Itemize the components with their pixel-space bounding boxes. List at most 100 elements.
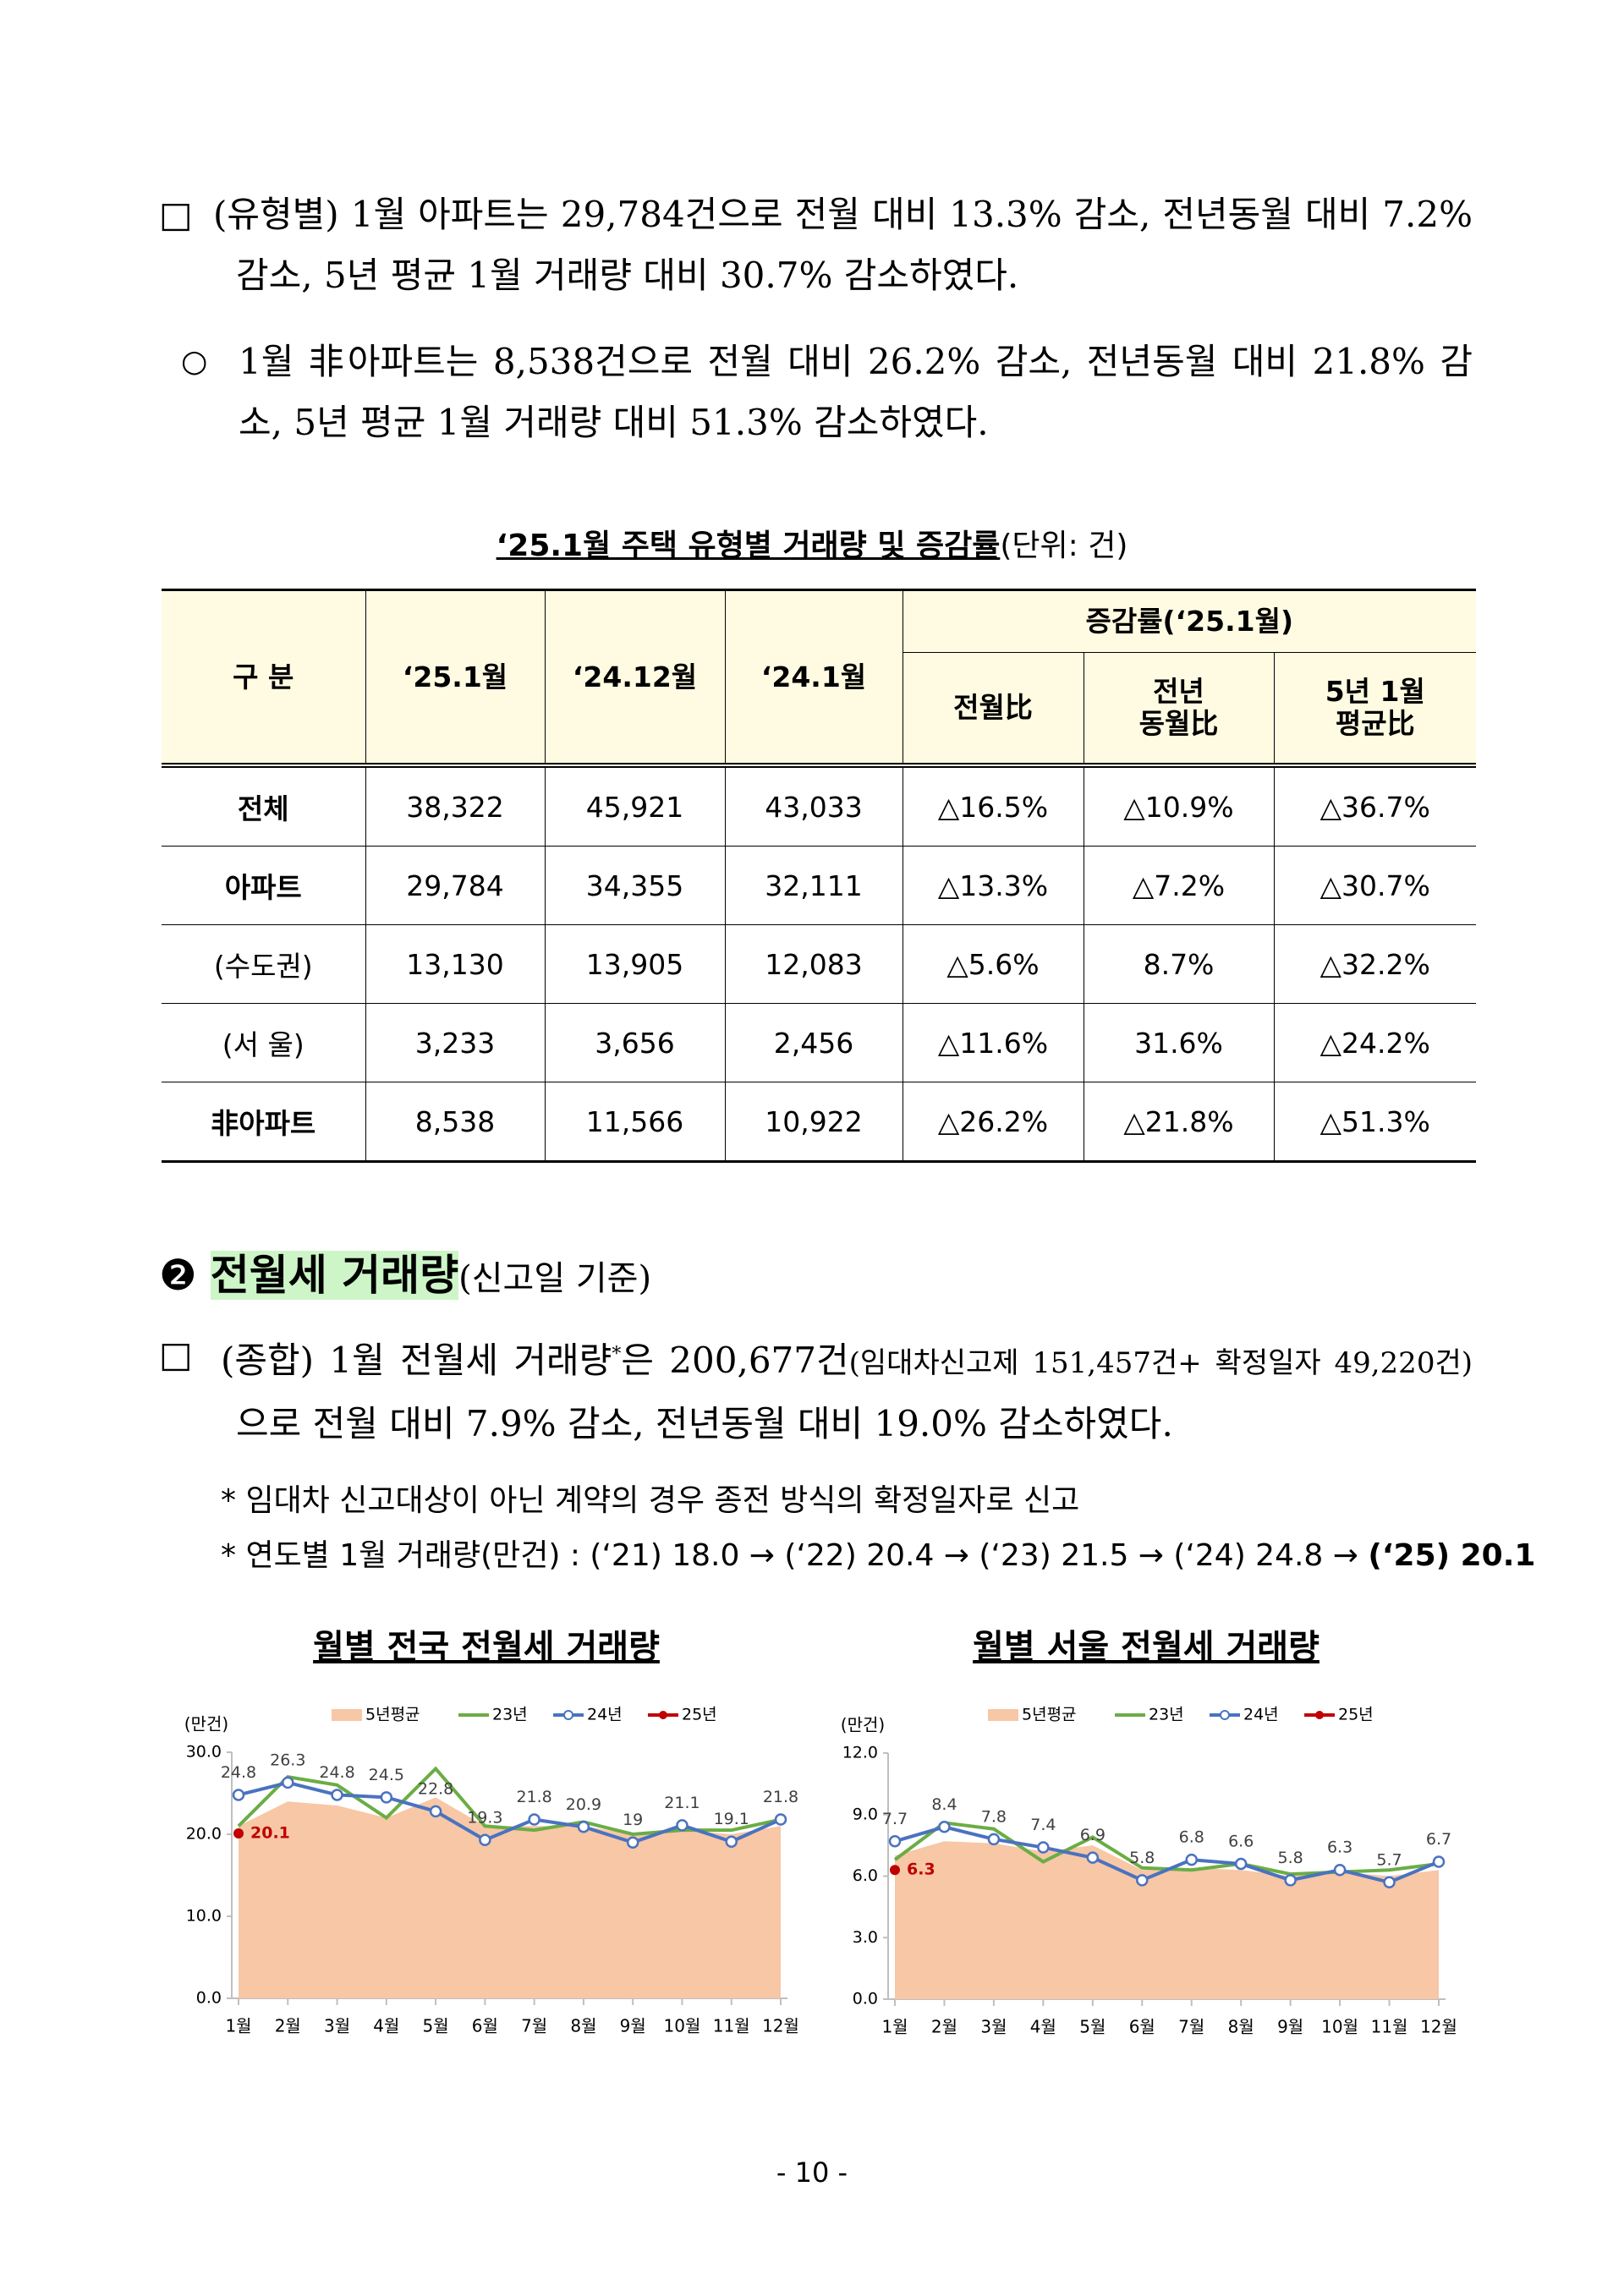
text: (종합) 1월 전월세 거래량 — [221, 1340, 612, 1381]
x-tick-label: 2월 — [275, 2016, 301, 2036]
marker — [479, 1833, 491, 1847]
table-row: 非아파트 8,538 11,566 10,922 △26.2% △21.8% △51.3% — [162, 1082, 1477, 1162]
x-tick-label: 12월 — [762, 2016, 799, 2036]
legend-label: 24년 — [1243, 1706, 1279, 1724]
header-cell: ‘24.12월 — [544, 589, 726, 768]
data-label: 5.7 — [1376, 1850, 1402, 1869]
data-label: 7.4 — [1030, 1816, 1056, 1834]
data-label: 5.8 — [1278, 1849, 1303, 1867]
legend-swatch — [659, 1711, 667, 1719]
marker — [676, 1819, 689, 1832]
header-cell: 5년 1월 평균比 — [1273, 652, 1477, 768]
paragraph: 1월 非아파트는 8,538건으로 전월 대비 26.2% 감소, 전년동월 대… — [239, 341, 1473, 443]
marker — [938, 1821, 951, 1833]
data-label: 6.9 — [1080, 1826, 1106, 1844]
y-tick-label: 10.0 — [186, 1907, 222, 1926]
table-cell: 13,130 — [365, 924, 546, 1004]
header-row: 전월比 전년 동월比 5년 1월 평균比 — [162, 652, 1477, 768]
x-tick-label: 4월 — [1030, 2017, 1056, 2037]
footnote-mark: * — [612, 1344, 622, 1365]
marker — [1333, 1863, 1347, 1877]
legend-swatch — [988, 1709, 1018, 1721]
point — [233, 1828, 244, 1839]
axis-unit: (만건) — [841, 1715, 885, 1735]
y-tick-label: 0.0 — [196, 1989, 222, 2008]
table-cell: 2,456 — [724, 1003, 903, 1082]
marker — [1086, 1851, 1100, 1864]
paragraph: (종합) 1월 전월세 거래량*은 200,677건(임대차신고제 151,45… — [221, 1324, 1473, 1455]
text: * 연도별 1월 거래량(만건) : (‘21) 18.0 → (‘22) 20… — [221, 1538, 1358, 1573]
table-cell: △10.9% — [1083, 764, 1275, 847]
table-row: 전체 38,322 45,921 43,033 △16.5% △10.9% △36.7% — [162, 764, 1477, 847]
table-cell: (수도권) — [162, 924, 366, 1004]
data-label: 19.3 — [467, 1808, 502, 1827]
x-tick-label: 5월 — [423, 2016, 449, 2036]
marker — [987, 1833, 1001, 1846]
table-cell: 13,905 — [544, 924, 726, 1004]
data-label: 24.8 — [319, 1763, 354, 1782]
data-label: 8.4 — [931, 1795, 957, 1814]
header-cell: 전년 동월比 — [1083, 652, 1275, 768]
x-tick-label: 6월 — [472, 2016, 498, 2036]
marker — [577, 1821, 590, 1833]
point — [890, 1865, 900, 1876]
y-tick-label: 0.0 — [853, 1990, 878, 2008]
x-tick-label: 7월 — [1178, 2017, 1204, 2037]
legend-label: 24년 — [587, 1706, 623, 1724]
table-cell: △11.6% — [902, 1003, 1084, 1082]
table-cell: 29,784 — [365, 846, 546, 925]
data-label: 26.3 — [270, 1751, 305, 1769]
x-tick-label: 1월 — [881, 2017, 908, 2037]
marker — [1037, 1841, 1050, 1854]
y-tick-label: 20.0 — [186, 1825, 222, 1844]
table-cell: 아파트 — [162, 846, 366, 925]
marker — [1284, 1874, 1297, 1887]
table-cell: 31.6% — [1083, 1003, 1275, 1082]
chart-title: 월별 전국 전월세 거래량 — [313, 1628, 660, 1667]
x-tick-label: 2월 — [931, 2017, 957, 2037]
table-cell: △5.6% — [902, 924, 1084, 1004]
table-cell: △13.3% — [902, 846, 1084, 925]
table-cell: 11,566 — [544, 1082, 726, 1162]
marker — [1432, 1855, 1446, 1868]
header-row: 구 분 ‘25.1월 ‘24.12월 ‘24.1월 증감률(‘25.1월) — [162, 589, 1477, 768]
section-title: 전월세 거래량 — [210, 1251, 459, 1300]
table-row: (수도권) 13,130 13,905 12,083 △5.6% 8.7% △32.2% — [162, 924, 1477, 1004]
legend-label: 5년평균 — [1022, 1706, 1077, 1724]
data-label: 21.8 — [763, 1788, 798, 1806]
legend-label: 25년 — [682, 1706, 717, 1724]
table-row: (서 울) 3,233 3,656 2,456 △11.6% 31.6% △24.2% — [162, 1003, 1477, 1082]
legend-swatch — [1220, 1710, 1230, 1720]
section-note: (신고일 기준) — [458, 1259, 652, 1298]
table-cell: 8.7% — [1083, 924, 1275, 1004]
table-cell: 38,322 — [365, 764, 546, 847]
table-cell: △7.2% — [1083, 846, 1275, 925]
data-label: 24.5 — [369, 1766, 404, 1784]
paragraph: (유형별) 1월 아파트는 29,784건으로 전월 대비 13.3% 감소, … — [213, 194, 1473, 296]
table-cell: 8,538 — [365, 1082, 546, 1162]
table-row: 아파트 29,784 34,355 32,111 △13.3% △7.2% △30.7% — [162, 846, 1477, 925]
section-heading: ❷ 전월세 거래량(신고일 기준) — [159, 1241, 651, 1302]
x-tick-label: 5월 — [1079, 2017, 1106, 2037]
text: 으로 전월 대비 7.9% 감소, 전년동월 대비 19.0% 감소하였다. — [236, 1403, 1173, 1444]
y-tick-label: 12.0 — [842, 1744, 878, 1762]
data-label: 19 — [623, 1811, 643, 1829]
x-tick-label: 8월 — [1228, 2017, 1254, 2037]
data-label: 7.7 — [882, 1810, 908, 1828]
data-label: 24.8 — [221, 1763, 256, 1782]
x-tick-label: 6월 — [1129, 2017, 1155, 2037]
table: 구 분 ‘25.1월 ‘24.12월 ‘24.1월 증감률(‘25.1월) 전월比 전년 동… — [162, 589, 1477, 1163]
header-cell: ‘25.1월 — [365, 589, 546, 768]
table-cell: 34,355 — [544, 846, 726, 925]
axis-unit: (만건) — [184, 1714, 228, 1734]
marker — [774, 1813, 787, 1826]
header-cell: 전월比 — [903, 652, 1084, 768]
table-cell: 非아파트 — [162, 1082, 366, 1162]
legend-swatch — [563, 1710, 573, 1720]
x-tick-label: 9월 — [620, 2016, 646, 2036]
table-cell: △36.7% — [1273, 764, 1477, 847]
header-cell: 증감률(‘25.1월) — [902, 589, 1477, 653]
data-label: 21.1 — [664, 1794, 700, 1812]
